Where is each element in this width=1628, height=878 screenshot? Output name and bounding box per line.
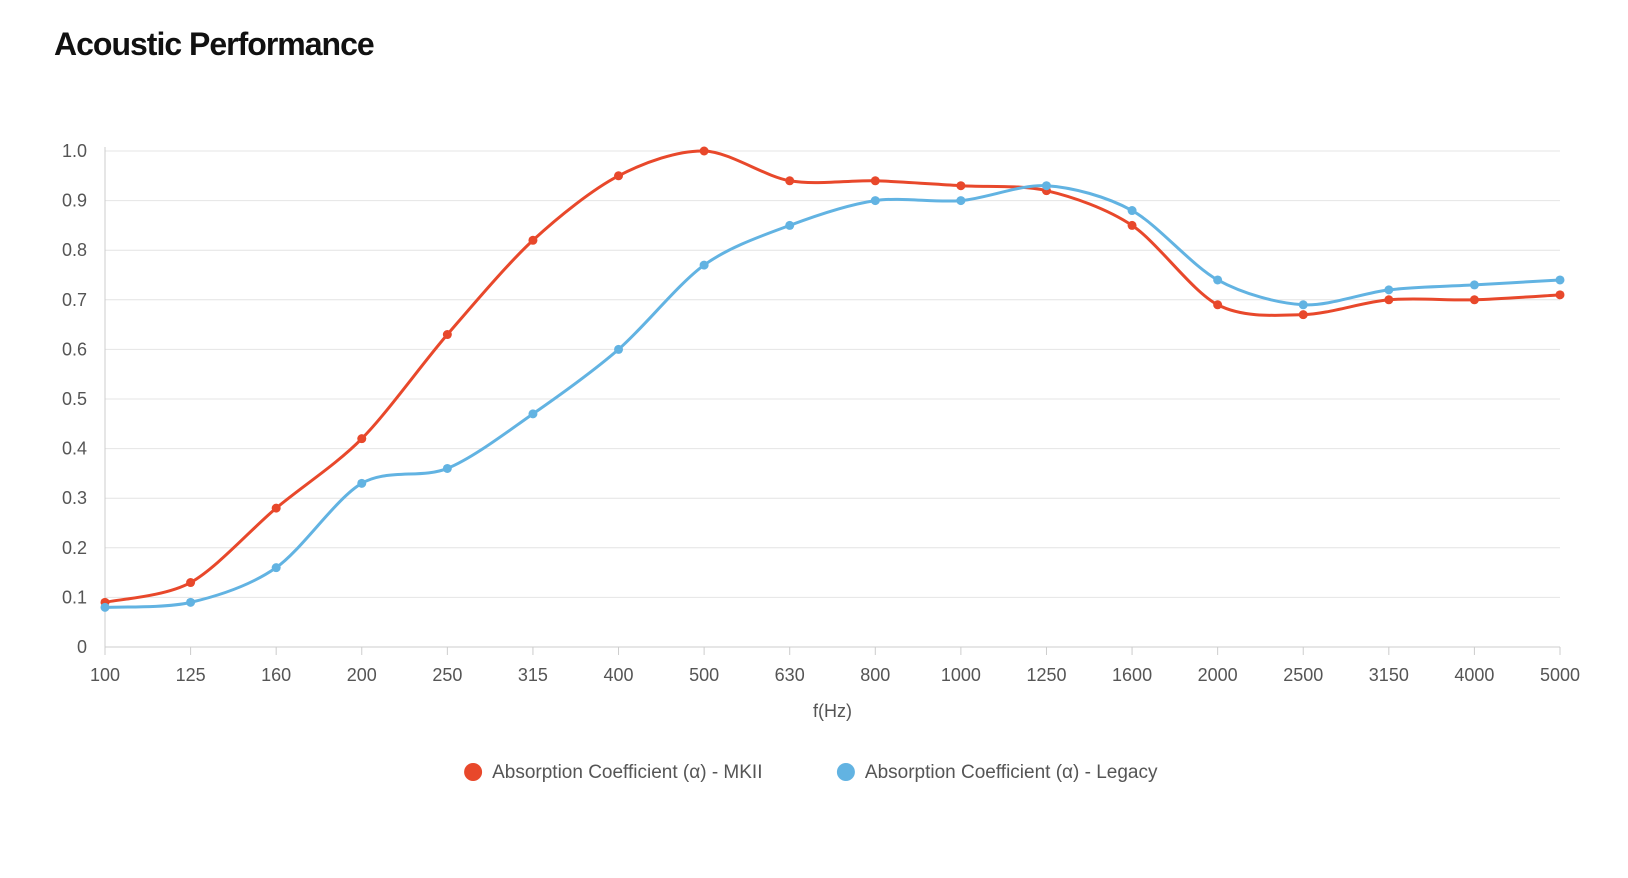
x-tick-label: 125 bbox=[176, 665, 206, 685]
y-tick-label: 0.6 bbox=[62, 339, 87, 359]
y-tick-label: 0.3 bbox=[62, 488, 87, 508]
data-point-legacy[interactable] bbox=[699, 260, 709, 270]
legend-swatch-mkii bbox=[464, 763, 483, 781]
data-point-legacy[interactable] bbox=[1469, 280, 1479, 290]
data-point-mkii[interactable] bbox=[785, 176, 795, 186]
data-point-mkii[interactable] bbox=[1469, 295, 1479, 305]
series-line-mkii bbox=[103, 149, 1562, 604]
y-tick-label: 0.9 bbox=[62, 191, 87, 211]
x-tick-label: 2000 bbox=[1198, 665, 1238, 685]
data-point-mkii[interactable] bbox=[271, 503, 281, 513]
y-axis-labels: 0 0.1 0.2 0.3 0.4 0.5 0.6 0.7 0.8 0.9 1.0 bbox=[62, 141, 87, 657]
x-tick-label: 250 bbox=[432, 665, 462, 685]
y-tick-label: 0.5 bbox=[62, 389, 87, 409]
legend-label: Absorption Coefficient (α) - MKII bbox=[492, 762, 762, 783]
series-line-legacy bbox=[103, 184, 1562, 609]
series-mkii bbox=[100, 146, 1565, 607]
data-point-legacy[interactable] bbox=[870, 196, 880, 206]
data-point-legacy[interactable] bbox=[1384, 285, 1394, 295]
legend-item-mkii[interactable]: Absorption Coefficient (α) - MKII bbox=[464, 762, 763, 783]
x-tick-label: 3150 bbox=[1369, 665, 1409, 685]
x-tick-label: 1000 bbox=[941, 665, 981, 685]
data-point-legacy[interactable] bbox=[1555, 275, 1565, 285]
data-point-mkii[interactable] bbox=[1384, 295, 1394, 305]
x-tick-label: 4000 bbox=[1454, 665, 1494, 685]
data-point-legacy[interactable] bbox=[100, 602, 110, 612]
legend-label: Absorption Coefficient (α) - Legacy bbox=[865, 762, 1158, 783]
data-point-mkii[interactable] bbox=[1555, 290, 1565, 300]
data-point-mkii[interactable] bbox=[956, 181, 966, 191]
data-point-legacy[interactable] bbox=[442, 463, 452, 473]
y-tick-label: 0.2 bbox=[62, 538, 87, 558]
data-point-legacy[interactable] bbox=[357, 478, 367, 488]
data-point-legacy[interactable] bbox=[785, 220, 795, 230]
data-point-mkii[interactable] bbox=[528, 235, 538, 245]
data-point-legacy[interactable] bbox=[1041, 181, 1051, 191]
x-tick-label: 400 bbox=[604, 665, 634, 685]
chart-legend: Absorption Coefficient (α) - MKII Absorpt… bbox=[464, 762, 1158, 783]
data-point-mkii[interactable] bbox=[699, 146, 709, 156]
y-tick-label: 0.1 bbox=[62, 587, 87, 607]
y-tick-label: 1.0 bbox=[62, 141, 87, 161]
data-point-legacy[interactable] bbox=[528, 409, 538, 419]
data-point-mkii[interactable] bbox=[870, 176, 880, 186]
data-point-legacy[interactable] bbox=[271, 563, 281, 573]
x-axis-title: f(Hz) bbox=[813, 701, 852, 721]
y-tick-label: 0.4 bbox=[62, 439, 87, 459]
data-point-legacy[interactable] bbox=[1213, 275, 1223, 285]
legend-swatch-legacy bbox=[836, 763, 855, 781]
data-point-legacy[interactable] bbox=[186, 597, 196, 607]
x-tick-label: 500 bbox=[689, 665, 719, 685]
data-point-legacy[interactable] bbox=[614, 344, 624, 354]
legend-item-legacy[interactable]: Absorption Coefficient (α) - Legacy bbox=[836, 762, 1158, 783]
y-tick-label: 0 bbox=[77, 637, 87, 657]
data-point-mkii[interactable] bbox=[1298, 310, 1308, 320]
y-gridlines bbox=[105, 150, 1560, 598]
data-point-mkii[interactable] bbox=[357, 434, 367, 444]
x-tick-label: 315 bbox=[518, 665, 548, 685]
x-tick-label: 160 bbox=[261, 665, 291, 685]
page-title: Acoustic Performance bbox=[54, 26, 375, 62]
data-point-mkii[interactable] bbox=[614, 171, 624, 181]
data-point-mkii[interactable] bbox=[1213, 300, 1223, 310]
y-tick-label: 0.7 bbox=[62, 290, 87, 310]
y-tick-label: 0.8 bbox=[62, 240, 87, 260]
x-tick-label: 200 bbox=[347, 665, 377, 685]
data-point-mkii[interactable] bbox=[442, 330, 452, 340]
x-tick-label: 5000 bbox=[1540, 665, 1580, 685]
data-point-mkii[interactable] bbox=[186, 578, 196, 588]
x-tick-label: 100 bbox=[90, 665, 120, 685]
x-tick-label: 2500 bbox=[1283, 665, 1323, 685]
x-tick-label: 1250 bbox=[1026, 665, 1066, 685]
x-axis-labels: 100 125 160 200 250 315 400 500 630 800 1000 1250 16… bbox=[90, 647, 1580, 685]
data-point-legacy[interactable] bbox=[1127, 206, 1137, 216]
data-point-legacy[interactable] bbox=[1298, 300, 1308, 310]
series-legacy bbox=[100, 181, 1565, 612]
x-tick-label: 630 bbox=[775, 665, 805, 685]
data-point-mkii[interactable] bbox=[1127, 220, 1137, 230]
data-point-legacy[interactable] bbox=[956, 196, 966, 206]
x-tick-label: 800 bbox=[860, 665, 890, 685]
x-tick-label: 1600 bbox=[1112, 665, 1152, 685]
